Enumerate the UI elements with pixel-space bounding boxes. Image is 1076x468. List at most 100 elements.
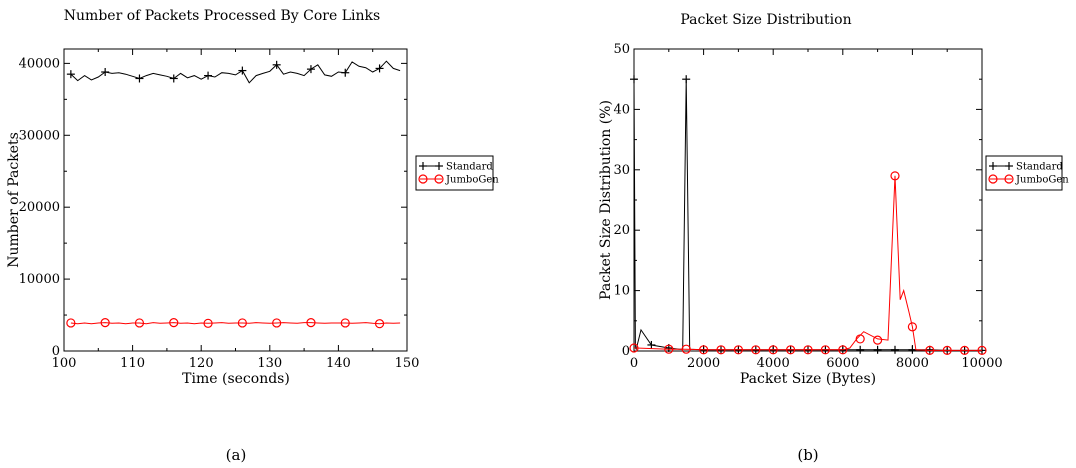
chart-a-xtick-label: 130	[257, 356, 282, 371]
chart-b-legend-marker-jumbogen	[1004, 174, 1014, 184]
chart-b-standard-point	[908, 345, 917, 354]
chart-a-jumbogen-point	[272, 318, 282, 328]
chart-a-legend-box	[415, 155, 494, 191]
chart-b-standard-point	[682, 75, 691, 84]
chart-b-jumbogen-point	[768, 345, 778, 355]
chart-b-jumbogen-point	[733, 345, 744, 355]
chart-a-series	[66, 60, 401, 329]
chart-a-jumbogen-point	[169, 317, 179, 328]
chart-b-jumbogen-point	[925, 345, 935, 355]
chart-b-series	[629, 75, 987, 355]
chart-a-ytick-label: 10000	[19, 272, 60, 287]
chart-b-jumbogen-point	[872, 335, 883, 345]
chart-a-standard-point	[306, 65, 315, 74]
chart-b-standard-point	[630, 75, 638, 84]
chart-b-jumbogen-point	[855, 334, 865, 344]
chart-b-xtick-label: 4000	[757, 356, 790, 371]
chart-b: Packet Size Distribution 0 2000 4000 6000 80…	[598, 12, 1069, 464]
chart-b-xtick-label: 2000	[687, 356, 720, 371]
chart-a-standard-point	[238, 66, 247, 75]
chart-b-jumbogen-point	[890, 171, 900, 181]
chart-a-standard-point	[341, 68, 350, 77]
chart-b-standard-point	[891, 345, 899, 354]
chart-a-legend-marker-jumbogen	[418, 174, 428, 184]
chart-b-jumbogen-point	[716, 345, 726, 355]
chart-a-xtick-label: 110	[120, 356, 145, 371]
chart-a-xtick-label: 140	[326, 356, 351, 371]
chart-b-jumbogen-point	[907, 322, 918, 332]
chart-b-series-jumbogen-line	[634, 175, 982, 351]
chart-a-ytick-label: 20000	[19, 200, 60, 215]
chart-a-jumbogen-point	[203, 318, 213, 328]
chart-b-jumbogen-point	[751, 345, 761, 355]
chart-a-legend-label-jumbogen: JumboGen	[445, 175, 499, 186]
chart-b-jumbogen-point	[785, 345, 796, 355]
chart-b-ticks: 0 2000 4000 6000 8000 10000 0 10 20 30 40 50	[613, 42, 1002, 371]
chart-b-standard-point	[856, 345, 865, 354]
chart-b-legend-marker-standard	[989, 162, 997, 170]
chart-b-jumbogen-point	[820, 345, 831, 355]
chart-b-caption: (b)	[797, 446, 818, 464]
chart-b-legend-box	[985, 155, 1063, 191]
chart-b-legend-label-jumbogen: JumboGen	[1015, 175, 1069, 186]
chart-a-xtick-label: 150	[395, 356, 420, 371]
chart-b-standard-point	[873, 345, 882, 354]
chart-a-legend-label-standard: Standard	[446, 162, 493, 173]
chart-a-ticks: 100 110 120 130 140 150 0 10000 20000 30000 40000	[19, 49, 420, 371]
chart-b-jumbogen-point	[942, 345, 952, 355]
chart-b-jumbogen-point	[698, 345, 709, 355]
chart-a-legend-marker-standard	[435, 162, 443, 170]
chart-a-standard-point	[135, 74, 144, 83]
chart-b-legend: Standard JumboGen	[985, 155, 1069, 191]
chart-a-standard-point	[375, 64, 384, 73]
chart-a-jumbogen-point	[237, 318, 247, 328]
chart-a-xlabel: Time (seconds)	[182, 371, 290, 387]
chart-a-xtick-label: 100	[52, 356, 77, 371]
chart-b-ytick-label: 30	[613, 163, 630, 178]
chart-a-jumbogen-point	[66, 318, 76, 328]
chart-a-caption: (a)	[226, 446, 247, 464]
chart-a-legend-marker-standard	[419, 162, 427, 170]
chart-b-series-standard-line	[633, 79, 982, 351]
chart-a-series-jumbogen-line	[70, 322, 401, 325]
chart-a-standard-point	[66, 70, 75, 79]
chart-b-ylabel: Packet Size Distribution (%)	[598, 100, 614, 300]
chart-b-jumbogen-point	[803, 345, 813, 355]
chart-b-xtick-label: 6000	[826, 356, 859, 371]
chart-b-xlabel: Packet Size (Bytes)	[740, 371, 876, 387]
chart-b-ytick-label: 0	[622, 344, 630, 359]
chart-b-jumbogen-point	[838, 345, 848, 355]
chart-b-jumbogen-point	[977, 345, 987, 355]
chart-a-xtick-label: 120	[189, 356, 214, 371]
chart-a-legend-marker-jumbogen	[434, 174, 444, 184]
chart-b-ytick-label: 50	[613, 42, 630, 57]
chart-b-xtick-label: 10000	[961, 356, 1002, 371]
chart-a-jumbogen-point	[374, 319, 385, 329]
chart-a-legend: Standard JumboGen	[415, 155, 499, 191]
chart-b-xtick-label: 8000	[896, 356, 929, 371]
chart-b-title: Packet Size Distribution	[680, 12, 851, 28]
chart-a-jumbogen-point	[100, 317, 110, 328]
chart-a-title: Number of Packets Processed By Core Link…	[64, 8, 380, 24]
chart-a-standard-point	[272, 60, 281, 69]
chart-a-ytick-label: 40000	[19, 56, 60, 71]
chart-a: Number of Packets Processed By Core Link…	[6, 8, 499, 464]
chart-a-jumbogen-point	[134, 318, 145, 328]
chart-a-ylabel: Number of Packets	[6, 132, 22, 268]
chart-b-jumbogen-point	[959, 345, 970, 355]
chart-b-ytick-label: 20	[613, 223, 630, 238]
chart-b-legend-marker-jumbogen	[988, 174, 998, 184]
chart-a-jumbogen-point	[340, 318, 350, 328]
chart-a-standard-point	[169, 74, 178, 83]
chart-b-ytick-label: 40	[613, 102, 630, 117]
chart-a-series-standard-line	[70, 60, 401, 84]
chart-b-standard-point	[647, 340, 656, 349]
chart-a-standard-point	[101, 68, 110, 77]
chart-a-ytick-label: 30000	[19, 128, 60, 143]
chart-a-standard-point	[204, 71, 213, 80]
chart-b-jumbogen-point	[629, 343, 639, 353]
chart-b-xtick-label: 0	[630, 356, 638, 371]
chart-b-legend-label-standard: Standard	[1016, 162, 1063, 173]
chart-b-jumbogen-point	[681, 344, 691, 354]
